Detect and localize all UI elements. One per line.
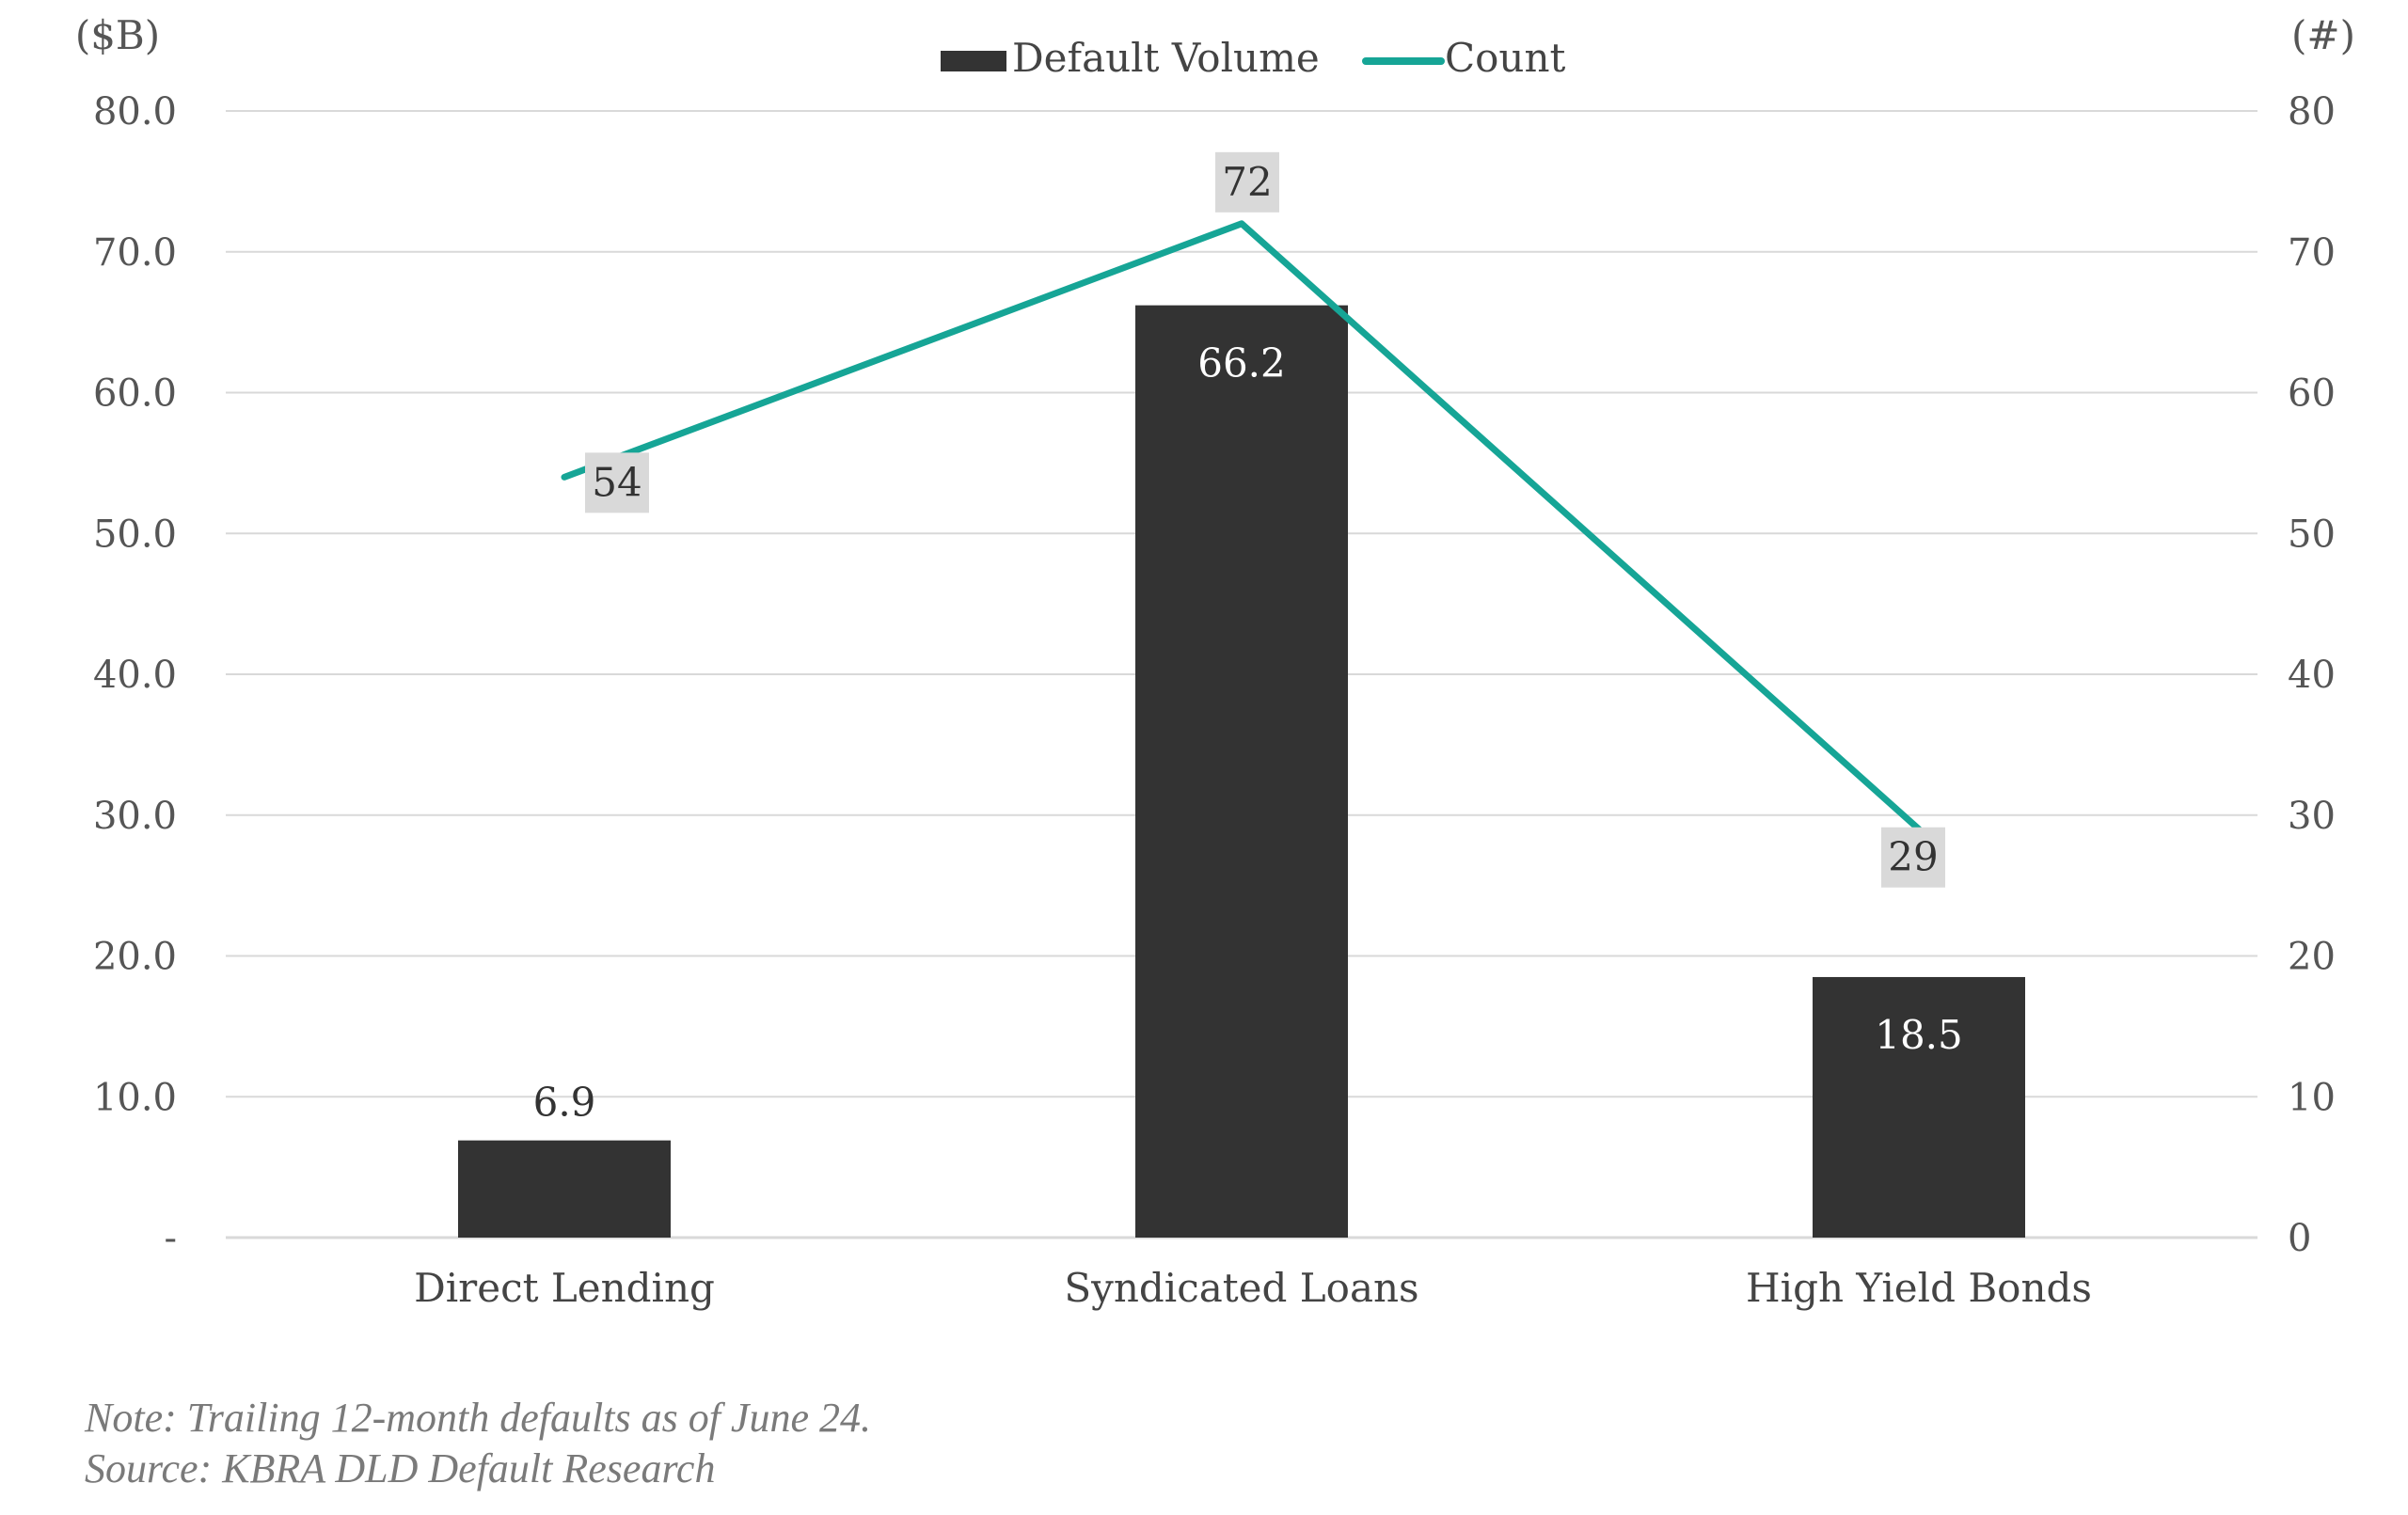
footnote-source: Source: KBRA DLD Default Research bbox=[85, 1445, 716, 1491]
legend: Default Volume Count bbox=[941, 35, 1566, 81]
left-axis-unit-label: ($B) bbox=[75, 12, 160, 58]
right-axis-unit-label: (#) bbox=[2291, 12, 2355, 58]
left-axis-tick-label: 60.0 bbox=[93, 372, 177, 416]
left-axis-tick-label: 80.0 bbox=[93, 90, 177, 134]
count-line bbox=[561, 220, 1923, 833]
bars bbox=[458, 305, 2025, 1238]
count-label-box bbox=[1215, 151, 1279, 213]
count-line-layer bbox=[561, 220, 1923, 833]
left-axis-tick-label: 70.0 bbox=[93, 231, 177, 275]
right-axis-tick-label: 80 bbox=[2288, 90, 2336, 134]
left-axis-tick-label: 30.0 bbox=[93, 795, 177, 838]
legend-swatch-default-volume bbox=[941, 51, 1006, 71]
left-axis-tick-label: 40.0 bbox=[93, 654, 177, 697]
right-axis-tick-label: 10 bbox=[2288, 1076, 2336, 1119]
bar-value-label: 18.5 bbox=[1875, 1012, 1963, 1058]
right-axis-tick-label: 30 bbox=[2288, 795, 2336, 838]
right-axis-tick-label: 40 bbox=[2288, 654, 2336, 697]
right-axis-tick-label: 60 bbox=[2288, 372, 2336, 416]
count-value-label: 54 bbox=[592, 459, 642, 505]
left-axis-tick-label: - bbox=[164, 1217, 177, 1260]
count-label-box bbox=[585, 452, 649, 513]
count-value-label: 72 bbox=[1222, 159, 1272, 205]
legend-label-default-volume: Default Volume bbox=[1012, 35, 1320, 81]
count-label-box bbox=[1881, 827, 1945, 888]
right-axis-tick-label: 20 bbox=[2288, 936, 2336, 979]
bar-value-label: 66.2 bbox=[1197, 340, 1286, 387]
bar-default-volume bbox=[1813, 976, 2025, 1238]
left-axis-tick-label: 50.0 bbox=[93, 513, 177, 556]
axes: - 0 10.0 10 20.0 20 30.0 30 40.0 40 50.0 50 60.0 60 70… bbox=[93, 90, 2336, 1311]
right-axis-tick-label: 50 bbox=[2288, 513, 2336, 556]
x-axis-category-label: High Yield Bonds bbox=[1746, 1265, 2092, 1311]
footnote-note: Note: Trailing 12-month defaults as of J… bbox=[85, 1395, 871, 1441]
left-axis-tick-label: 10.0 bbox=[93, 1076, 177, 1119]
right-axis-tick-label: 70 bbox=[2288, 231, 2336, 275]
data-labels: 6.9 66.2 18.5 54 72 29 bbox=[533, 151, 1963, 1126]
x-axis-category-label: Syndicated Loans bbox=[1064, 1265, 1418, 1311]
bar-value-label: 6.9 bbox=[533, 1080, 596, 1126]
left-axis-tick-label: 20.0 bbox=[93, 936, 177, 979]
bar-default-volume bbox=[1135, 305, 1348, 1238]
bar-default-volume bbox=[458, 1140, 671, 1238]
x-axis-category-label: Direct Lending bbox=[414, 1265, 715, 1311]
legend-label-count: Count bbox=[1445, 35, 1566, 81]
count-value-label: 29 bbox=[1888, 834, 1938, 880]
right-axis-tick-label: 0 bbox=[2288, 1217, 2311, 1260]
